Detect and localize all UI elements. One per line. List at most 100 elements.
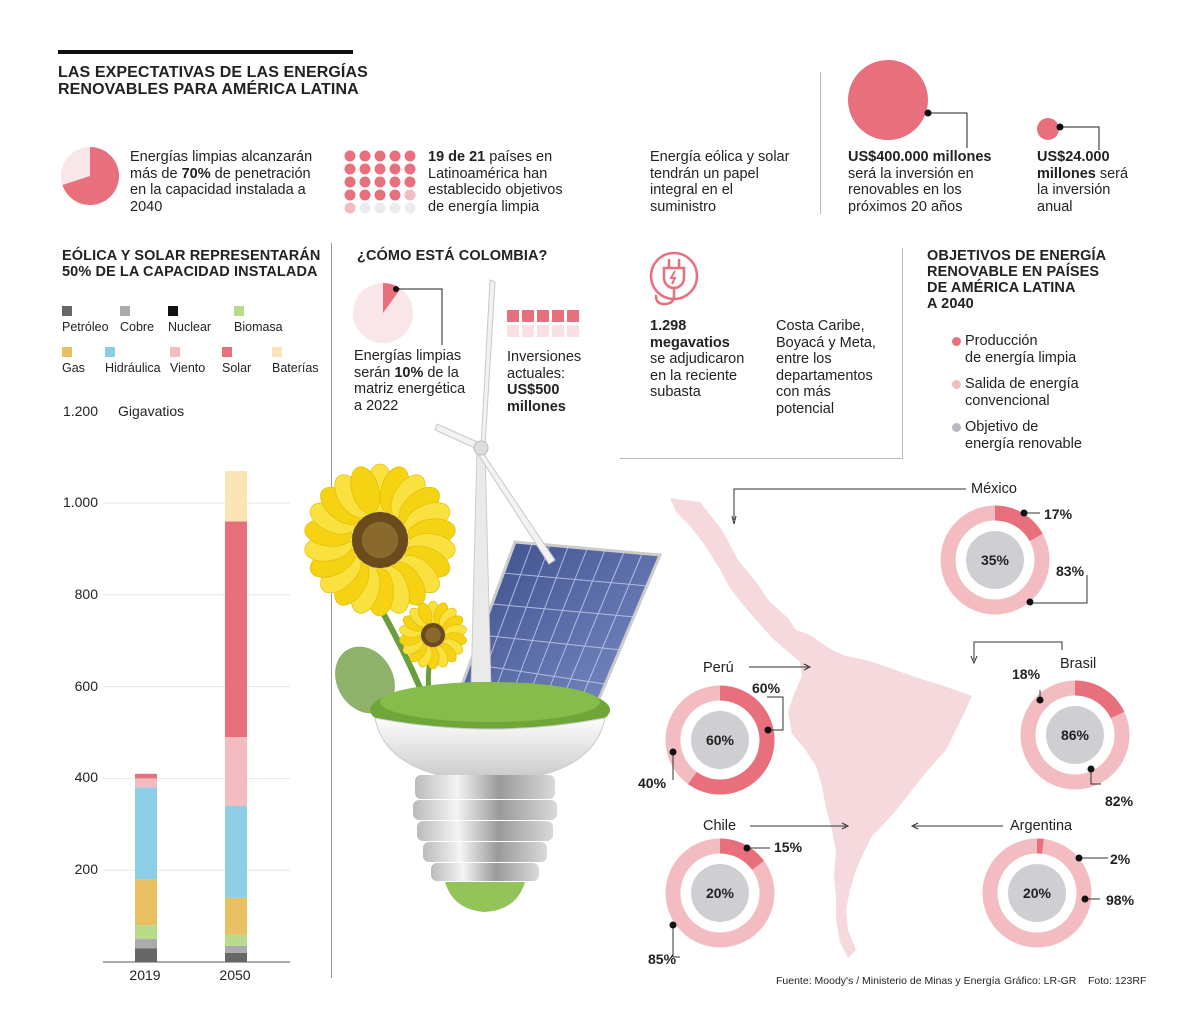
donut-chile: 20% <box>665 838 775 948</box>
country-dot <box>359 202 371 214</box>
legend-swatch <box>120 306 130 316</box>
map-leader-lines <box>731 488 1063 830</box>
y-tick-label: 200 <box>74 861 98 878</box>
bar-segment-viento <box>225 737 247 806</box>
country-dot <box>374 189 386 201</box>
x-label-2019: 2019 <box>129 967 161 983</box>
country-dot <box>344 163 356 175</box>
legend-petróleo: Petróleo <box>62 306 109 334</box>
mexico-conv-label: 83% <box>1056 563 1085 579</box>
brasil-clean-label: 18% <box>1012 666 1041 682</box>
country-dot <box>359 176 371 188</box>
title-rule <box>58 50 353 54</box>
donut-clean-arc <box>687 685 775 795</box>
peru-conv-label: 40% <box>638 775 667 791</box>
colombia-clean-share: Energías limpias serán 10% de la matriz … <box>354 348 466 414</box>
country-dot <box>404 189 416 201</box>
bar-segment-baterías <box>225 470 247 522</box>
objetivos-divider <box>902 248 903 458</box>
plug-icon <box>649 251 699 306</box>
y-tick-label: 600 <box>74 677 98 694</box>
bar-segment-gas <box>225 897 247 935</box>
country-dot <box>344 150 356 162</box>
legend-swatch <box>62 347 72 357</box>
country-dot <box>374 163 386 175</box>
legend-label: Biomasa <box>234 320 283 334</box>
bar-segment-gas <box>135 879 157 926</box>
leader-line <box>672 925 680 958</box>
donut-target-label: 60% <box>706 732 735 748</box>
country-dot <box>344 202 356 214</box>
argentina-conv-label: 98% <box>1106 892 1135 908</box>
donut-target-core <box>691 711 749 769</box>
donut-target-label: 20% <box>706 885 735 901</box>
country-dot <box>404 150 416 162</box>
legend-swatch <box>170 347 180 357</box>
legend-nuclear: Nuclear <box>168 306 212 334</box>
brasil-conv-label: 82% <box>1105 793 1134 809</box>
legend-baterías: Baterías <box>272 347 319 375</box>
country-dot <box>344 176 356 188</box>
legend-label: Hidráulica <box>105 361 161 375</box>
country-dot <box>374 150 386 162</box>
y-tick-label: 400 <box>74 769 98 786</box>
leader-dot <box>1087 765 1095 773</box>
chart-heading: EÓLICA Y SOLAR REPRESENTARÁN 50% DE LA C… <box>62 248 321 280</box>
legend-label: Cobre <box>120 320 155 334</box>
country-chile: Chile <box>703 818 737 834</box>
y-tick-label: 1.000 <box>62 494 98 510</box>
objetivos-heading: OBJETIVOS DE ENERGÍA RENOVABLE EN PAÍSES… <box>927 248 1107 312</box>
donut-brasil: 86% <box>1020 680 1130 790</box>
legend-target: Objetivo de energía renovable <box>965 419 1082 452</box>
country-mexico: México <box>971 481 1017 497</box>
leader-line <box>767 696 784 731</box>
donut-target-core <box>691 864 749 922</box>
page-title: LAS EXPECTATIVAS DE LAS ENERGÍAS RENOVAB… <box>58 64 368 98</box>
legend-dot-conventional <box>952 380 961 389</box>
legend-label: Nuclear <box>168 320 212 334</box>
legend-solar: Solar <box>222 347 251 375</box>
leader-dot <box>764 726 772 734</box>
legend-swatch <box>222 347 232 357</box>
peru-clean-label: 60% <box>752 680 781 696</box>
bar-segment-solar <box>135 773 157 779</box>
country-dot <box>404 163 416 175</box>
country-dot <box>389 150 401 162</box>
investment-circle-big <box>848 60 968 148</box>
country-dot <box>389 189 401 201</box>
objetivos-divider-foot <box>620 458 903 459</box>
leader-dot <box>743 844 751 852</box>
leader-dot <box>669 748 677 756</box>
bar-segment-petróleo <box>135 948 157 962</box>
donut-target-label: 86% <box>1061 727 1090 743</box>
bar-segment-solar <box>225 521 247 738</box>
donut-target-label: 20% <box>1023 885 1052 901</box>
donut-clean-arc <box>994 505 1043 542</box>
pie-70-icon <box>61 147 119 205</box>
legend-swatch <box>105 347 115 357</box>
stat-investment-total: US$400.000 millones será la inversión en… <box>848 149 992 215</box>
colombia-heading: ¿CÓMO ESTÁ COLOMBIA? <box>357 248 548 264</box>
x-label-2050: 2050 <box>219 967 251 983</box>
donut-perú: 60% <box>665 685 775 795</box>
donut-target-core <box>966 531 1024 589</box>
donut-argentina: 20% <box>982 838 1092 948</box>
investment-circle-small <box>1037 118 1100 150</box>
donut-méxico: 35% <box>940 505 1050 615</box>
footer-graphic: Gráfico: LR-GR <box>1004 975 1077 987</box>
leader-dot <box>1026 598 1034 606</box>
legend-viento: Viento <box>170 347 205 375</box>
bar-segment-biomasa <box>225 934 247 946</box>
legend-swatch <box>62 306 72 316</box>
stat-countries-targets: 19 de 21 países en Latinoamérica han est… <box>428 149 563 215</box>
mexico-clean-label: 17% <box>1044 506 1073 522</box>
argentina-clean-label: 2% <box>1110 851 1131 867</box>
country-dot <box>374 176 386 188</box>
bar-segment-hidráulica <box>135 787 157 880</box>
leader-dot <box>1020 509 1028 517</box>
legend-cobre: Cobre <box>120 306 155 334</box>
y-axis-title: Gigavatios <box>118 403 185 419</box>
y-tick-label: 800 <box>74 585 98 602</box>
donut-clean-arc <box>719 838 765 871</box>
